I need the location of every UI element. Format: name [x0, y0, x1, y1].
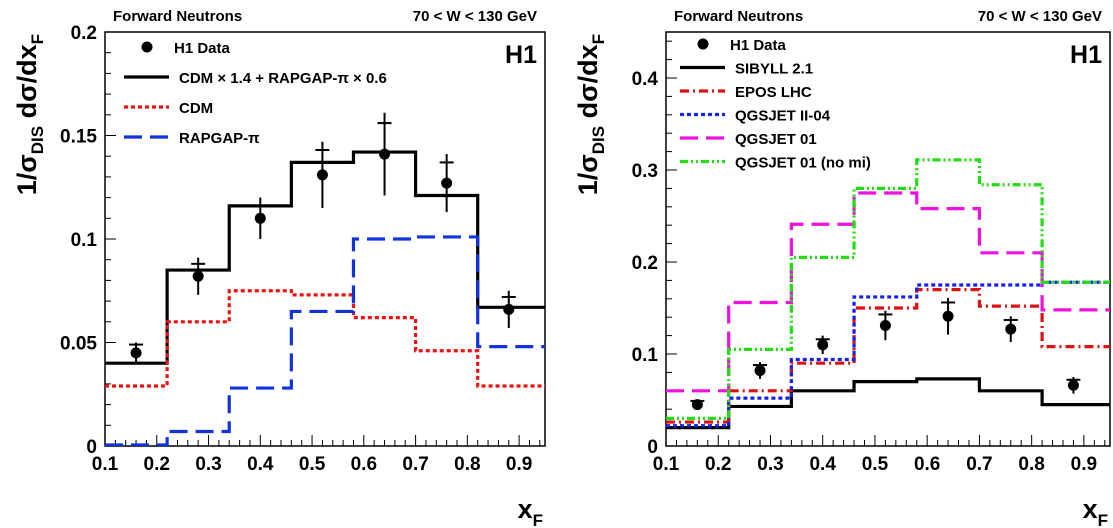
- data-point: [503, 303, 515, 315]
- legend-label-4: QGSJET 01: [735, 131, 817, 148]
- x-axis-label: xF: [518, 494, 543, 528]
- y-tick-label: 0.3: [632, 161, 658, 182]
- x-tick-label: 0.3: [757, 454, 783, 475]
- data-point: [316, 169, 328, 181]
- y-tick-label: 0.1: [71, 230, 98, 251]
- data-point: [254, 212, 266, 224]
- data-point: [1067, 379, 1079, 391]
- header-left: Forward Neutrons: [674, 8, 803, 25]
- legend-label-3: QGSJET II-04: [735, 108, 831, 125]
- y-tick-label: 0.15: [60, 127, 97, 148]
- x-tick-label: 0.2: [705, 454, 731, 475]
- x-tick-label: 0.5: [299, 454, 326, 475]
- legend-label-3: RAPGAP-π: [179, 130, 260, 147]
- data-point: [441, 177, 453, 189]
- legend-marker-data: [141, 41, 153, 53]
- series-line-3: [666, 280, 1110, 428]
- data-point: [942, 310, 954, 322]
- data-point: [817, 339, 829, 351]
- x-axis-label-sub: F: [1098, 511, 1108, 528]
- x-tick-label: 0.7: [966, 454, 992, 475]
- y-tick-label: 0.2: [71, 23, 97, 44]
- y-tick-label: 0.05: [60, 334, 97, 355]
- legend-label-2: CDM: [179, 100, 213, 117]
- x-tick-label: 0.4: [809, 454, 836, 475]
- x-tick-label: 0.1: [653, 454, 680, 475]
- series-line-5: [666, 158, 1110, 420]
- legend-label-5: QGSJET 01 (no mi): [735, 155, 871, 172]
- legend-label-2: EPOS LHC: [735, 84, 812, 101]
- chart-panel-1: 0.1 0.2 0.3 0.4 0.5 0.6 0.7 0.8 0.9 0 0.05 0.1 0.15 0…: [12, 8, 546, 528]
- data-point: [879, 319, 891, 331]
- y-tick-label: 0.4: [632, 69, 659, 90]
- legend: H1 Data SIBYLL 2.1 EPOS LHC QGSJET II-04 QGS…: [680, 37, 871, 172]
- experiment-label: H1: [505, 41, 537, 69]
- plot-frame: [665, 31, 1111, 447]
- y-axis-label-sub: F: [28, 34, 47, 44]
- y-tick-label: 0: [86, 437, 97, 458]
- x-axis-label-main: x: [518, 494, 533, 524]
- y-axis-label: 1/σDIS dσ/dxF: [573, 34, 608, 195]
- series-line-2: [105, 289, 545, 388]
- y-axis-label: 1/σDIS dσ/dxF: [12, 34, 47, 195]
- x-axis-label: xF: [1083, 494, 1108, 528]
- series-line-4: [666, 191, 1110, 393]
- legend-label-1: SIBYLL 2.1: [735, 61, 813, 78]
- y-axis-label-main: 1/σ: [12, 154, 42, 195]
- legend: H1 Data CDM × 1.4 + RAPGAP-π × 0.6 CDM RAPG…: [124, 40, 387, 147]
- x-axis-label-main: x: [1083, 494, 1098, 524]
- chart-panel-2: 0.1 0.2 0.3 0.4 0.5 0.6 0.7 0.8 0.900.10.20.30.4…: [573, 8, 1111, 528]
- legend-marker-data: [697, 38, 709, 50]
- data-point: [192, 270, 204, 282]
- y-axis-label-sub: DIS: [28, 126, 47, 154]
- data-point: [691, 399, 703, 411]
- y-axis-label-main: dσ/dx: [12, 44, 42, 125]
- data-point: [1005, 323, 1017, 335]
- series-line-2: [666, 288, 1110, 424]
- data-point: [130, 347, 142, 359]
- header-right: 70 < W < 130 GeV: [413, 8, 537, 25]
- y-axis-label-main: 1/σ: [573, 154, 603, 195]
- legend-label-data: H1 Data: [174, 40, 231, 57]
- x-tick-label: 0.8: [1018, 454, 1044, 475]
- series-line-1: [666, 377, 1110, 430]
- x-tick-label: 0.2: [144, 454, 170, 475]
- x-tick-label: 0.6: [914, 454, 940, 475]
- y-axis-label-sub: F: [589, 34, 608, 44]
- x-tick-label: 0.5: [862, 454, 889, 475]
- header-right: 70 < W < 130 GeV: [978, 8, 1102, 25]
- x-tick-label: 0.8: [454, 454, 480, 475]
- x-tick-label: 0.4: [247, 454, 274, 475]
- series-line-3: [105, 235, 545, 446]
- x-axis-label-sub: F: [533, 511, 543, 528]
- x-tick-label: 0.3: [195, 454, 221, 475]
- x-tick-label: 0.9: [506, 454, 532, 475]
- header-left: Forward Neutrons: [113, 8, 242, 25]
- legend-label-data: H1 Data: [730, 37, 787, 54]
- y-tick-label: 0.1: [632, 345, 659, 366]
- experiment-label: H1: [1070, 41, 1102, 69]
- y-axis-label-main: dσ/dx: [573, 44, 603, 125]
- y-tick-label: 0.2: [632, 253, 658, 274]
- x-tick-label: 0.1: [92, 454, 119, 475]
- data-point: [379, 148, 391, 160]
- legend-label-1: CDM × 1.4 + RAPGAP-π × 0.6: [179, 70, 387, 87]
- x-tick-label: 0.9: [1071, 454, 1097, 475]
- y-tick-label: 0: [647, 437, 658, 458]
- y-axis-label-sub: DIS: [589, 126, 608, 154]
- data-point: [754, 365, 766, 377]
- x-tick-label: 0.6: [351, 454, 377, 475]
- x-tick-label: 0.7: [402, 454, 428, 475]
